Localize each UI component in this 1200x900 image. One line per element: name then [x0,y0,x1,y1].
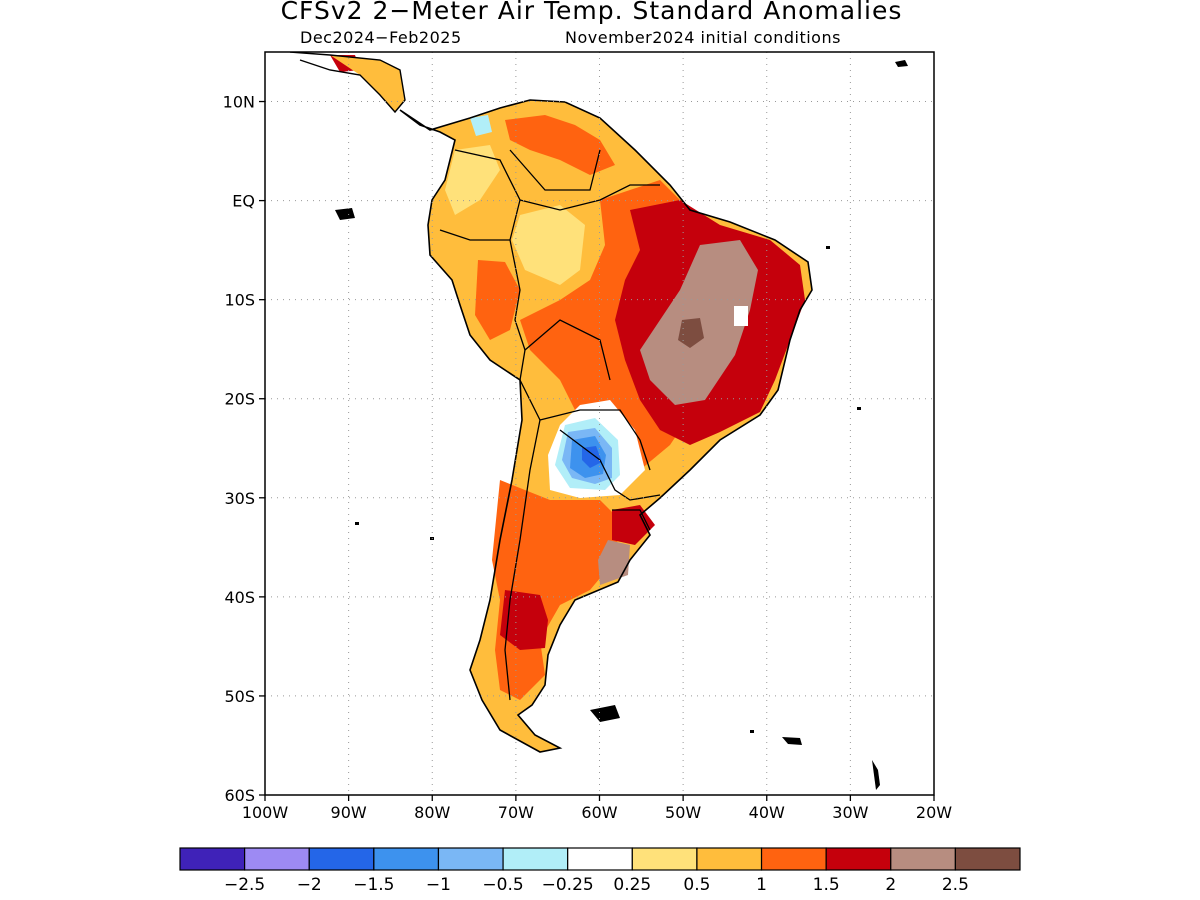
lat-tick-label: 10N [223,93,255,112]
anomaly-patch-darkest-brown [678,318,704,348]
colorbar-swatch [696,847,763,871]
lat-tick-label: 60S [224,786,255,805]
colorbar-label: 0.25 [613,875,651,895]
colorbar-swatch [825,847,892,871]
colorbar: −2.5 −2 −1.5 −1 −0.5 −0.25 0.25 0.5 1 1.5 2 2.5 [179,847,1021,895]
colorbar-label: −2.5 [224,875,265,895]
anomaly-patch-light-yellow-north [445,145,500,215]
colorbar-label: 2.5 [942,875,969,895]
colorbar-label: 2 [885,875,896,895]
lat-tick-label: 30S [224,489,255,508]
colorbar-label: −1 [426,875,451,895]
coastline-central-america [289,52,406,114]
colorbar-label: −0.25 [542,875,594,895]
colorbar-label: 1.5 [813,875,840,895]
colorbar-label: −1.5 [353,875,394,895]
islands [335,60,908,790]
anomaly-patch-dark-red-patagonia [500,590,548,650]
lon-tick-label: 80W [414,803,450,822]
anomaly-patch-cyan-colombia [470,115,492,136]
colorbar-swatch [502,847,569,871]
lon-tick-label: 70W [498,803,534,822]
lon-tick-label: 50W [665,803,701,822]
chart-title: CFSv2 2−Meter Air Temp. Standard Anomali… [280,0,903,25]
anomaly-patch-dark-red-uruguay [612,505,655,545]
lon-tick-label: 60W [581,803,617,822]
central-america-landmass [330,55,405,112]
lon-tick-label: 40W [749,803,785,822]
lat-tick-label: 20S [224,390,255,409]
initial-conditions: November2024 initial conditions [565,28,841,47]
lon-tick-label: 90W [331,803,367,822]
lon-tick-label: 20W [916,803,952,822]
colorbar-swatch [760,847,827,871]
colorbar-swatch [890,847,956,871]
colorbar-swatch [954,847,1021,871]
coastline [399,99,813,753]
colorbar-swatch [437,847,504,871]
colorbar-swatch [373,847,440,871]
lat-tick-label: 40S [224,588,255,607]
colorbar-swatch [244,847,310,871]
colorbar-swatch [631,847,698,871]
colorbar-swatch [567,847,633,871]
lon-tick-label: 100W [242,803,289,822]
colorbar-swatch [179,847,246,871]
anomaly-patch-orange-north [505,115,615,175]
forecast-period: Dec2024−Feb2025 [300,28,462,47]
colorbar-label: −2 [297,875,322,895]
lat-tick-label: 10S [224,291,255,310]
lon-tick-label: 30W [832,803,868,822]
map-content [289,52,908,790]
colorbar-label: 0.5 [683,875,710,895]
lat-tick-label: EQ [232,192,255,211]
lat-tick-label: 50S [224,687,255,706]
colorbar-label: 1 [756,875,767,895]
anomaly-patch-light-yellow [512,205,585,285]
anomaly-patch-orange-west [475,260,520,340]
colorbar-label: −0.5 [482,875,523,895]
anomaly-patch-white-ne-brazil [734,306,748,326]
colorbar-swatch [308,847,375,871]
anomaly-patch-dark-blue [582,446,602,468]
